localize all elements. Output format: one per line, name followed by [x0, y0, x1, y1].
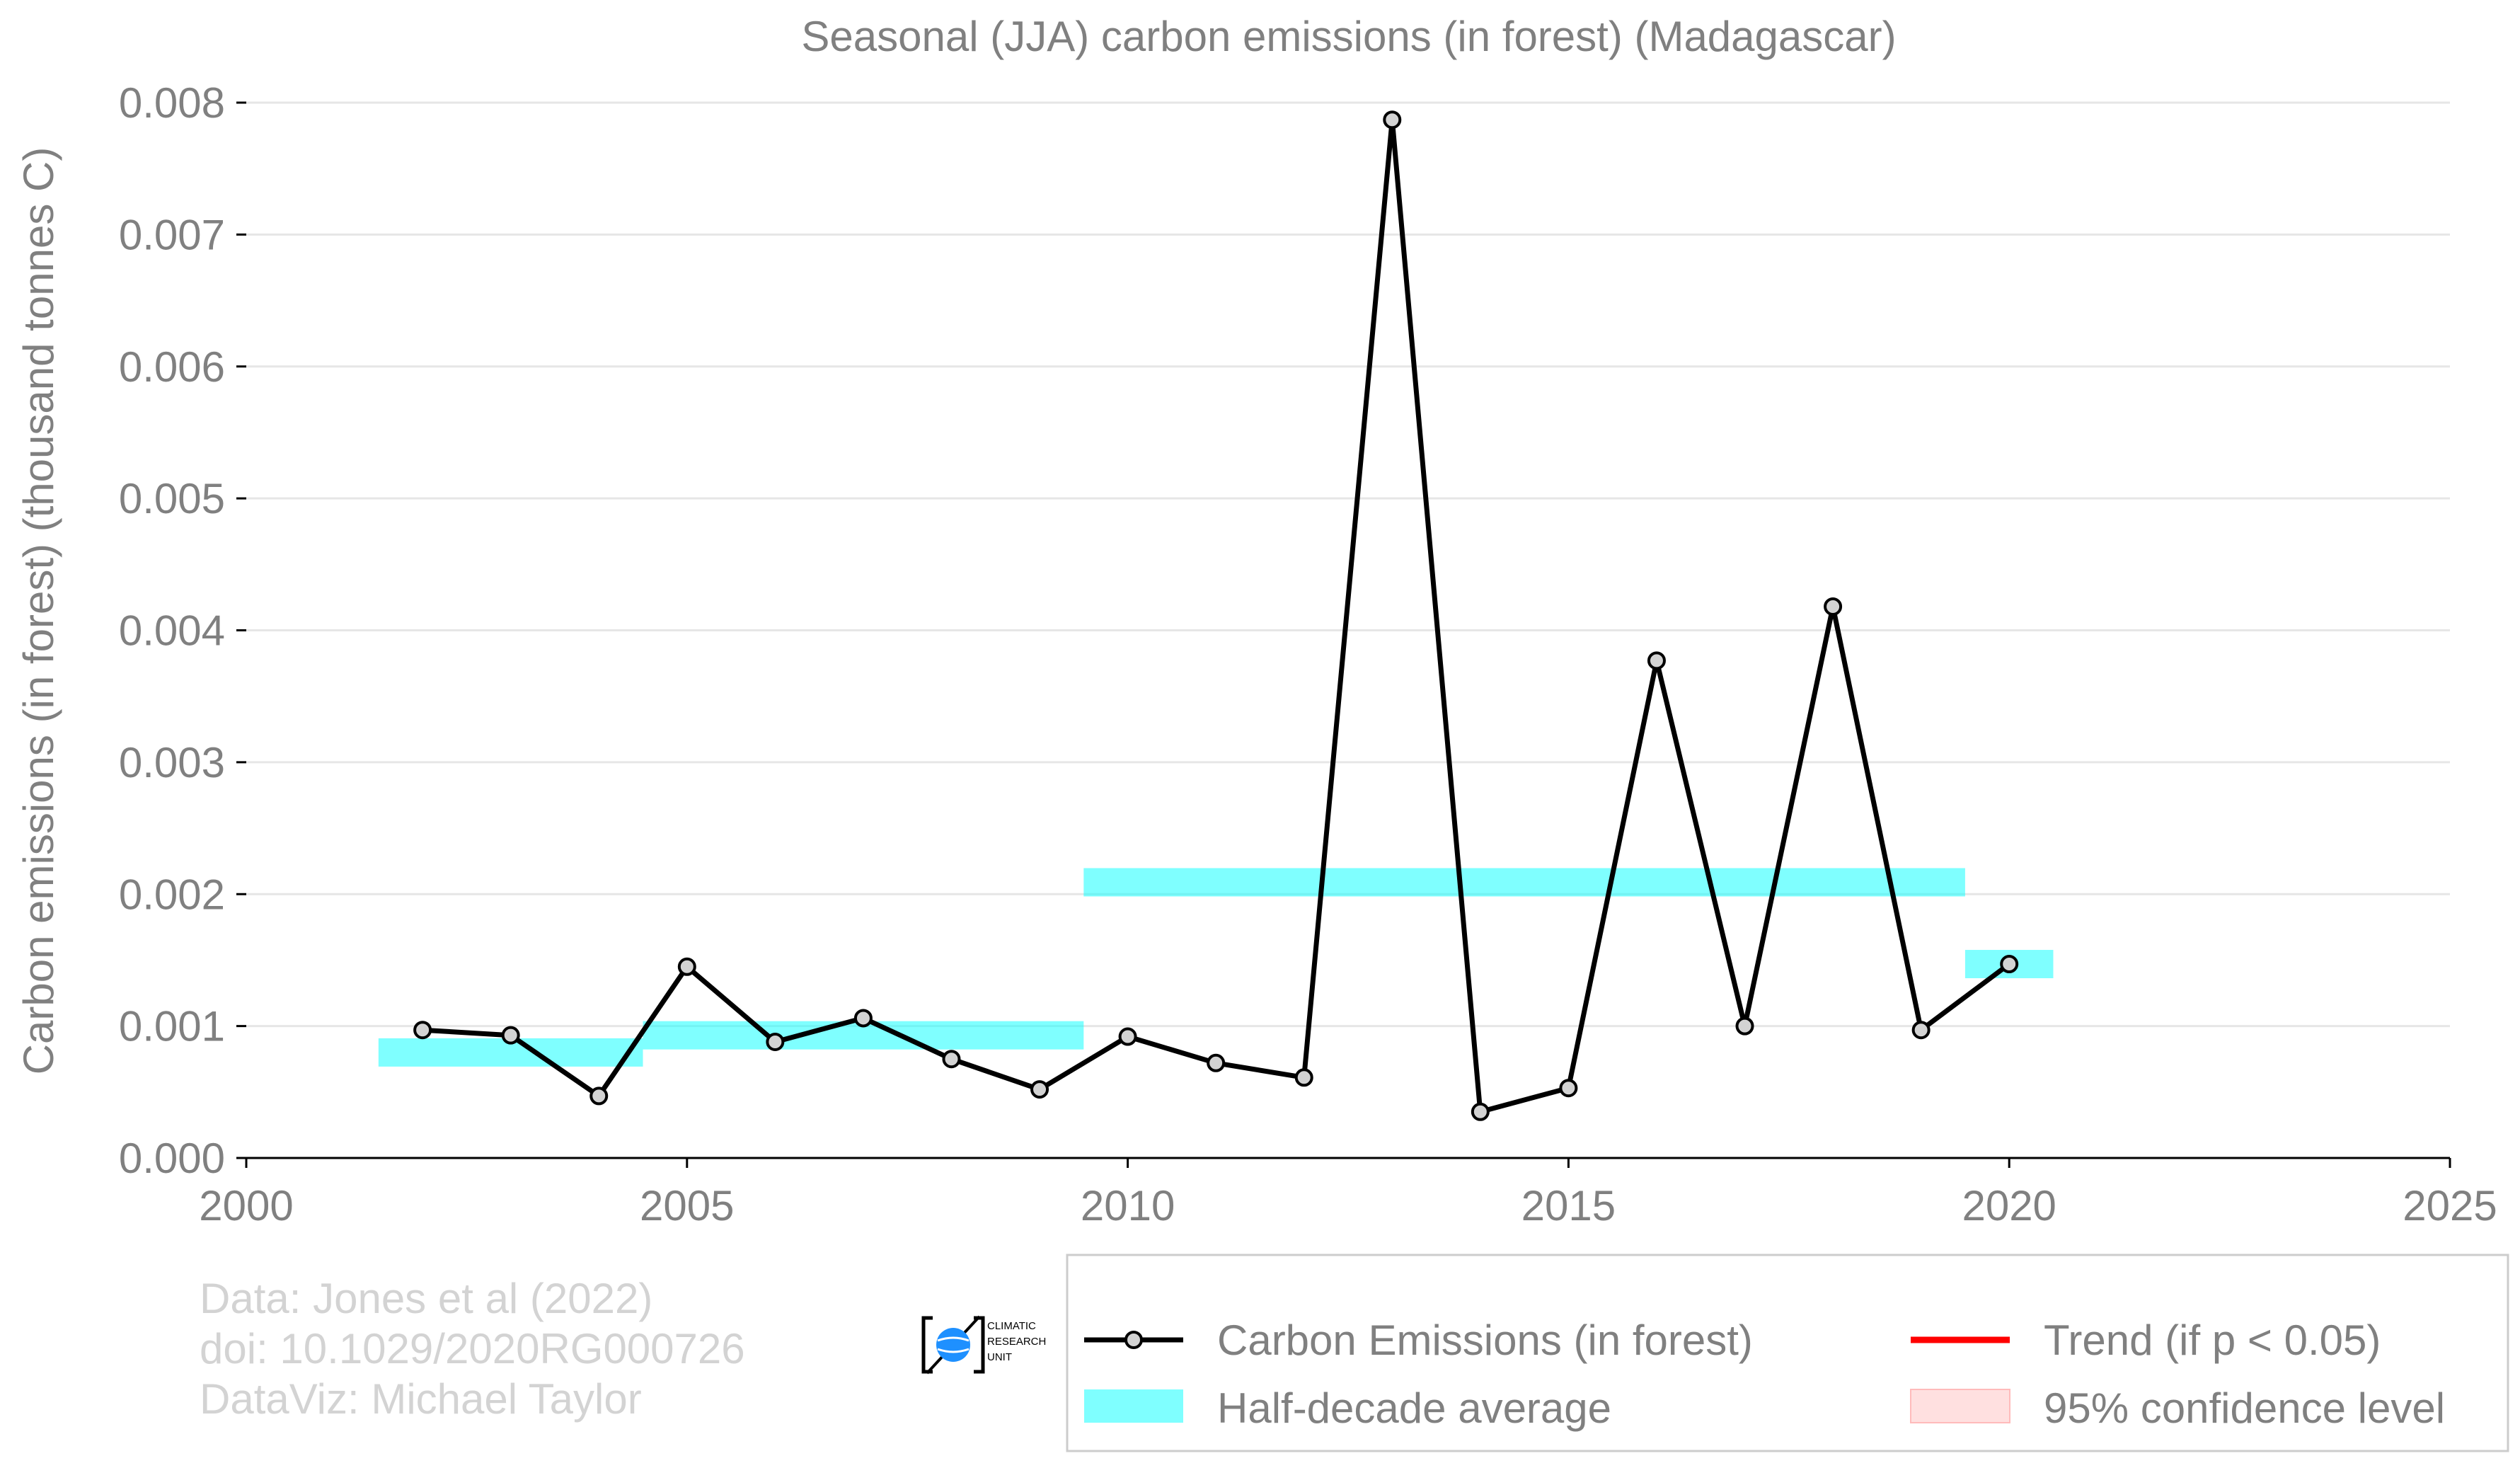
y-tick-label: 0.007 — [119, 211, 225, 258]
data-series — [413, 110, 2019, 1121]
logo-text-1: CLIMATIC — [987, 1320, 1036, 1332]
credits: Data: Jones et al (2022) doi: 10.1029/20… — [200, 1275, 745, 1423]
data-point — [1118, 1027, 1137, 1046]
legend-label-half-decade: Half-decade average — [1217, 1384, 1611, 1432]
tick-labels: 0.000 0.001 0.002 0.003 0.004 0.005 0.006 0.007… — [119, 79, 2497, 1229]
data-point — [501, 1026, 520, 1045]
credit-dataviz: DataViz: Michael Taylor — [200, 1375, 642, 1423]
x-tick-label: 2000 — [199, 1182, 293, 1229]
globe-icon — [936, 1328, 970, 1362]
data-point — [1824, 597, 1843, 616]
data-point — [413, 1021, 432, 1040]
data-point — [1383, 110, 1402, 130]
y-tick-label: 0.002 — [119, 871, 225, 918]
data-point — [1911, 1021, 1931, 1040]
legend-marker-emissions — [1124, 1331, 1143, 1349]
legend-frame — [1066, 1254, 2509, 1452]
data-point — [1471, 1102, 1490, 1121]
data-point — [853, 1009, 873, 1028]
y-tick-label: 0.004 — [119, 607, 225, 655]
axes — [236, 101, 2451, 1168]
data-point — [677, 957, 696, 976]
y-tick-label: 0.003 — [119, 739, 225, 786]
legend-patch-half-decade — [1084, 1389, 1183, 1423]
half-decade-average-bars — [378, 868, 2054, 1067]
legend-entry-emissions: Carbon Emissions (in forest) — [1084, 1317, 1753, 1364]
logo-text-2: RESEARCH — [987, 1336, 1046, 1348]
data-point — [1559, 1079, 1578, 1098]
gridlines — [246, 101, 2450, 1028]
y-tick-label: 0.000 — [119, 1135, 225, 1182]
data-point — [589, 1086, 609, 1106]
data-point — [1735, 1016, 1754, 1036]
x-tick-label: 2010 — [1081, 1182, 1175, 1229]
y-tick-label: 0.006 — [119, 343, 225, 391]
x-tick-label: 2020 — [1962, 1182, 2056, 1229]
y-tick-label: 0.005 — [119, 475, 225, 522]
x-tick-label: 2025 — [2403, 1182, 2497, 1229]
legend-label-confidence: 95% confidence level — [2044, 1384, 2445, 1432]
x-tick-label: 2005 — [640, 1182, 734, 1229]
data-point — [942, 1050, 961, 1069]
credit-data-source: Data: Jones et al (2022) — [200, 1275, 652, 1322]
data-point — [2000, 955, 2019, 974]
credit-doi: doi: 10.1029/2020RG000726 — [200, 1325, 745, 1372]
data-point — [1030, 1080, 1049, 1099]
logo-text-3: UNIT — [987, 1351, 1012, 1363]
data-point — [1647, 651, 1666, 670]
legend-label-trend: Trend (if p < 0.05) — [2044, 1317, 2381, 1364]
legend-entry-confidence: 95% confidence level — [1910, 1384, 2445, 1432]
legend: Carbon Emissions (in forest) Trend (if p… — [1066, 1254, 2509, 1452]
cru-logo: CLIMATIC RESEARCH UNIT — [921, 1315, 1046, 1375]
legend-entry-trend: Trend (if p < 0.05) — [1911, 1317, 2381, 1364]
legend-patch-confidence — [1910, 1389, 2010, 1423]
data-point — [1207, 1053, 1226, 1072]
legend-entry-half-decade: Half-decade average — [1084, 1384, 1611, 1432]
x-tick-label: 2015 — [1521, 1182, 1616, 1229]
half-decade-average-bar — [1083, 868, 1965, 897]
data-point — [766, 1032, 785, 1051]
data-point — [1294, 1068, 1313, 1087]
legend-label-emissions: Carbon Emissions (in forest) — [1217, 1317, 1753, 1364]
chart-title: Seasonal (JJA) carbon emissions (in fore… — [801, 13, 1896, 60]
y-axis-label: Carbon emissions (in forest) (thousand t… — [15, 147, 62, 1075]
y-tick-label: 0.001 — [119, 1003, 225, 1050]
y-tick-label: 0.008 — [119, 79, 225, 127]
